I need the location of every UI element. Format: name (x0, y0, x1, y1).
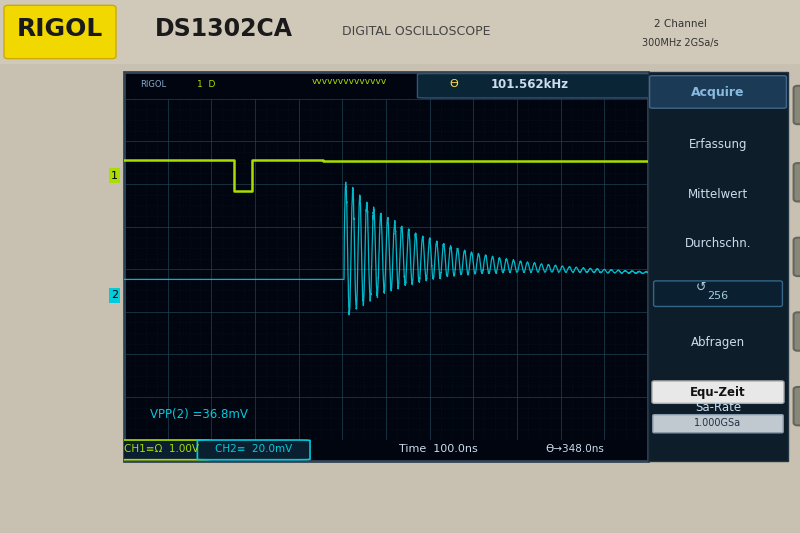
Text: 1: 1 (111, 171, 118, 181)
Text: 2 Channel: 2 Channel (654, 19, 706, 29)
FancyBboxPatch shape (653, 415, 783, 433)
Text: 300MHz 2GSa/s: 300MHz 2GSa/s (642, 38, 718, 47)
FancyBboxPatch shape (4, 5, 116, 59)
Bar (648, 72, 788, 461)
Text: DIGITAL OSCILLOSCOPE: DIGITAL OSCILLOSCOPE (342, 26, 490, 38)
Text: CH1≡Ω  1.00V: CH1≡Ω 1.00V (124, 445, 199, 455)
Text: 1.000GSa: 1.000GSa (694, 418, 742, 427)
Text: RIGOL: RIGOL (17, 17, 103, 42)
Text: Mittelwert: Mittelwert (688, 188, 748, 200)
Bar (124, 72, 648, 461)
Text: CH2≡  20.0mV: CH2≡ 20.0mV (215, 445, 293, 455)
Text: DS1302CA: DS1302CA (155, 17, 293, 42)
FancyBboxPatch shape (114, 440, 210, 459)
Text: Durchschn.: Durchschn. (685, 237, 751, 250)
Text: VPP(2) =36.8mV: VPP(2) =36.8mV (150, 408, 248, 421)
FancyBboxPatch shape (654, 281, 782, 306)
Text: Ѳ→348.0ns: Ѳ→348.0ns (546, 445, 604, 455)
Text: Ѳ: Ѳ (449, 78, 458, 88)
Text: Time  100.0ns: Time 100.0ns (399, 445, 478, 455)
FancyBboxPatch shape (794, 312, 800, 351)
Text: Erfassung: Erfassung (689, 138, 747, 151)
Text: Acquire: Acquire (691, 86, 745, 99)
Bar (0, 0, 800, 64)
FancyBboxPatch shape (794, 86, 800, 124)
Text: 1  D: 1 D (198, 80, 216, 89)
FancyBboxPatch shape (652, 381, 784, 403)
FancyBboxPatch shape (794, 387, 800, 425)
Text: Abfragen: Abfragen (691, 336, 745, 349)
FancyBboxPatch shape (794, 163, 800, 201)
Text: Sa-Rate: Sa-Rate (695, 401, 741, 414)
Text: 2: 2 (111, 290, 118, 301)
Text: RIGOL: RIGOL (140, 80, 166, 89)
FancyBboxPatch shape (650, 76, 786, 108)
Text: 101.562kHz: 101.562kHz (490, 78, 569, 91)
FancyBboxPatch shape (794, 238, 800, 276)
FancyBboxPatch shape (418, 74, 654, 98)
Text: ↺: ↺ (696, 281, 706, 294)
Text: vvvvvvvvvvvvvv: vvvvvvvvvvvvvv (312, 77, 387, 86)
Text: Equ-Zeit: Equ-Zeit (690, 386, 746, 399)
FancyBboxPatch shape (198, 440, 310, 459)
Text: 256: 256 (707, 292, 729, 301)
